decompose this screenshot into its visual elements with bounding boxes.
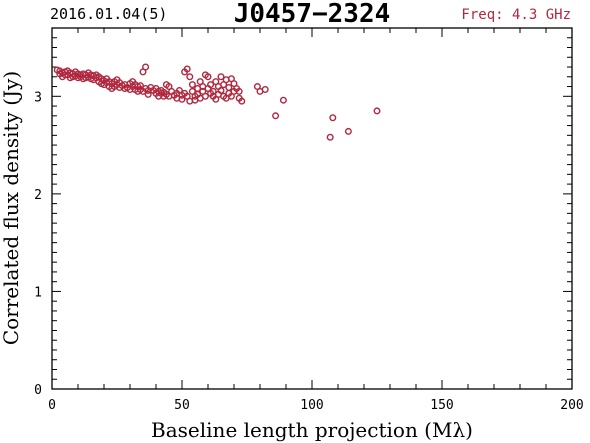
x-tick-label: 100 bbox=[300, 398, 323, 413]
data-point bbox=[209, 87, 217, 95]
data-point bbox=[142, 63, 150, 71]
data-point bbox=[272, 112, 280, 120]
x-axis-label: Baseline length projection (Mλ) bbox=[151, 418, 473, 442]
data-point bbox=[144, 90, 152, 98]
data-point bbox=[217, 86, 225, 94]
data-point bbox=[225, 84, 233, 92]
data-point bbox=[178, 95, 186, 103]
y-tick-label: 2 bbox=[34, 188, 42, 203]
data-point bbox=[136, 82, 144, 90]
data-point bbox=[329, 114, 337, 122]
observation-date: 2016.01.04(5) bbox=[50, 5, 167, 23]
data-point bbox=[235, 87, 243, 95]
x-tick-label: 150 bbox=[430, 398, 453, 413]
data-point bbox=[204, 73, 212, 81]
data-point bbox=[373, 107, 381, 115]
chart-title: J0457−2324 bbox=[234, 0, 391, 29]
x-tick-label: 0 bbox=[48, 398, 56, 413]
data-points bbox=[53, 63, 381, 141]
data-point bbox=[238, 97, 246, 105]
data-point bbox=[183, 65, 191, 73]
y-tick-label: 3 bbox=[34, 90, 42, 105]
data-point bbox=[344, 127, 352, 135]
data-point bbox=[326, 133, 334, 141]
data-point bbox=[201, 92, 209, 100]
y-axis-label: Correlated flux density (Jy) bbox=[0, 71, 23, 345]
frequency-label: Freq: 4.3 GHz bbox=[461, 7, 571, 23]
data-point bbox=[207, 81, 215, 89]
x-axis: 0 50 100 150 200 bbox=[48, 28, 584, 413]
data-point bbox=[217, 73, 225, 81]
x-tick-label: 200 bbox=[560, 398, 583, 413]
data-point bbox=[279, 96, 287, 104]
x-tick-label: 50 bbox=[174, 398, 190, 413]
y-axis: 0 1 2 3 bbox=[34, 27, 572, 398]
data-point bbox=[186, 73, 194, 81]
y-tick-label: 1 bbox=[34, 285, 42, 300]
y-tick-label: 0 bbox=[34, 383, 42, 398]
data-point bbox=[188, 81, 196, 89]
data-point bbox=[261, 85, 269, 93]
